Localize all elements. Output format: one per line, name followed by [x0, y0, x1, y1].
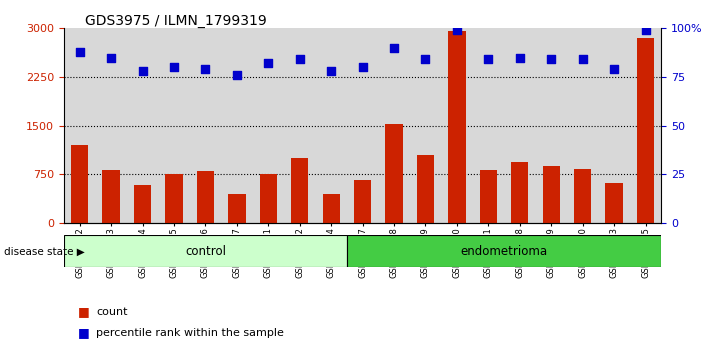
Text: disease state ▶: disease state ▶: [4, 246, 85, 256]
Point: [514, 55, 525, 60]
Bar: [197, 171, 214, 223]
Bar: [599, 28, 630, 223]
Bar: [190, 28, 221, 223]
Bar: [473, 28, 504, 223]
Text: control: control: [185, 245, 226, 258]
Bar: [504, 28, 535, 223]
Point: [419, 57, 431, 62]
Bar: [64, 28, 95, 223]
Bar: [442, 28, 473, 223]
Bar: [347, 235, 661, 267]
Bar: [378, 28, 410, 223]
Point: [545, 57, 557, 62]
Point: [105, 55, 117, 60]
Point: [294, 57, 306, 62]
Point: [231, 72, 242, 78]
Point: [200, 67, 211, 72]
Bar: [64, 235, 347, 267]
Bar: [159, 28, 190, 223]
Point: [640, 28, 651, 33]
Bar: [252, 28, 284, 223]
Bar: [448, 31, 466, 223]
Text: count: count: [96, 307, 127, 316]
Bar: [95, 28, 127, 223]
Point: [388, 45, 400, 51]
Bar: [228, 194, 245, 223]
Text: percentile rank within the sample: percentile rank within the sample: [96, 328, 284, 338]
Point: [326, 68, 337, 74]
Point: [169, 64, 180, 70]
Bar: [417, 155, 434, 223]
Bar: [410, 28, 442, 223]
Bar: [166, 175, 183, 223]
Bar: [134, 185, 151, 223]
Text: ■: ■: [78, 326, 90, 339]
Bar: [567, 28, 599, 223]
Bar: [542, 166, 560, 223]
Bar: [535, 28, 567, 223]
Point: [609, 67, 620, 72]
Point: [577, 57, 588, 62]
Point: [74, 49, 85, 55]
Point: [137, 68, 149, 74]
Text: GDS3975 / ILMN_1799319: GDS3975 / ILMN_1799319: [85, 14, 267, 28]
Point: [262, 61, 274, 66]
Bar: [260, 174, 277, 223]
Bar: [284, 28, 316, 223]
Point: [483, 57, 494, 62]
Bar: [574, 169, 592, 223]
Bar: [291, 158, 309, 223]
Bar: [637, 38, 654, 223]
Text: ■: ■: [78, 305, 90, 318]
Bar: [71, 145, 88, 223]
Bar: [606, 183, 623, 223]
Bar: [347, 28, 378, 223]
Bar: [221, 28, 252, 223]
Text: endometrioma: endometrioma: [461, 245, 547, 258]
Bar: [511, 162, 528, 223]
Point: [451, 28, 463, 33]
Bar: [354, 180, 371, 223]
Bar: [385, 124, 402, 223]
Bar: [323, 194, 340, 223]
Point: [357, 64, 368, 70]
Bar: [316, 28, 347, 223]
Bar: [127, 28, 159, 223]
Bar: [630, 28, 661, 223]
Bar: [480, 170, 497, 223]
Bar: [102, 170, 119, 223]
